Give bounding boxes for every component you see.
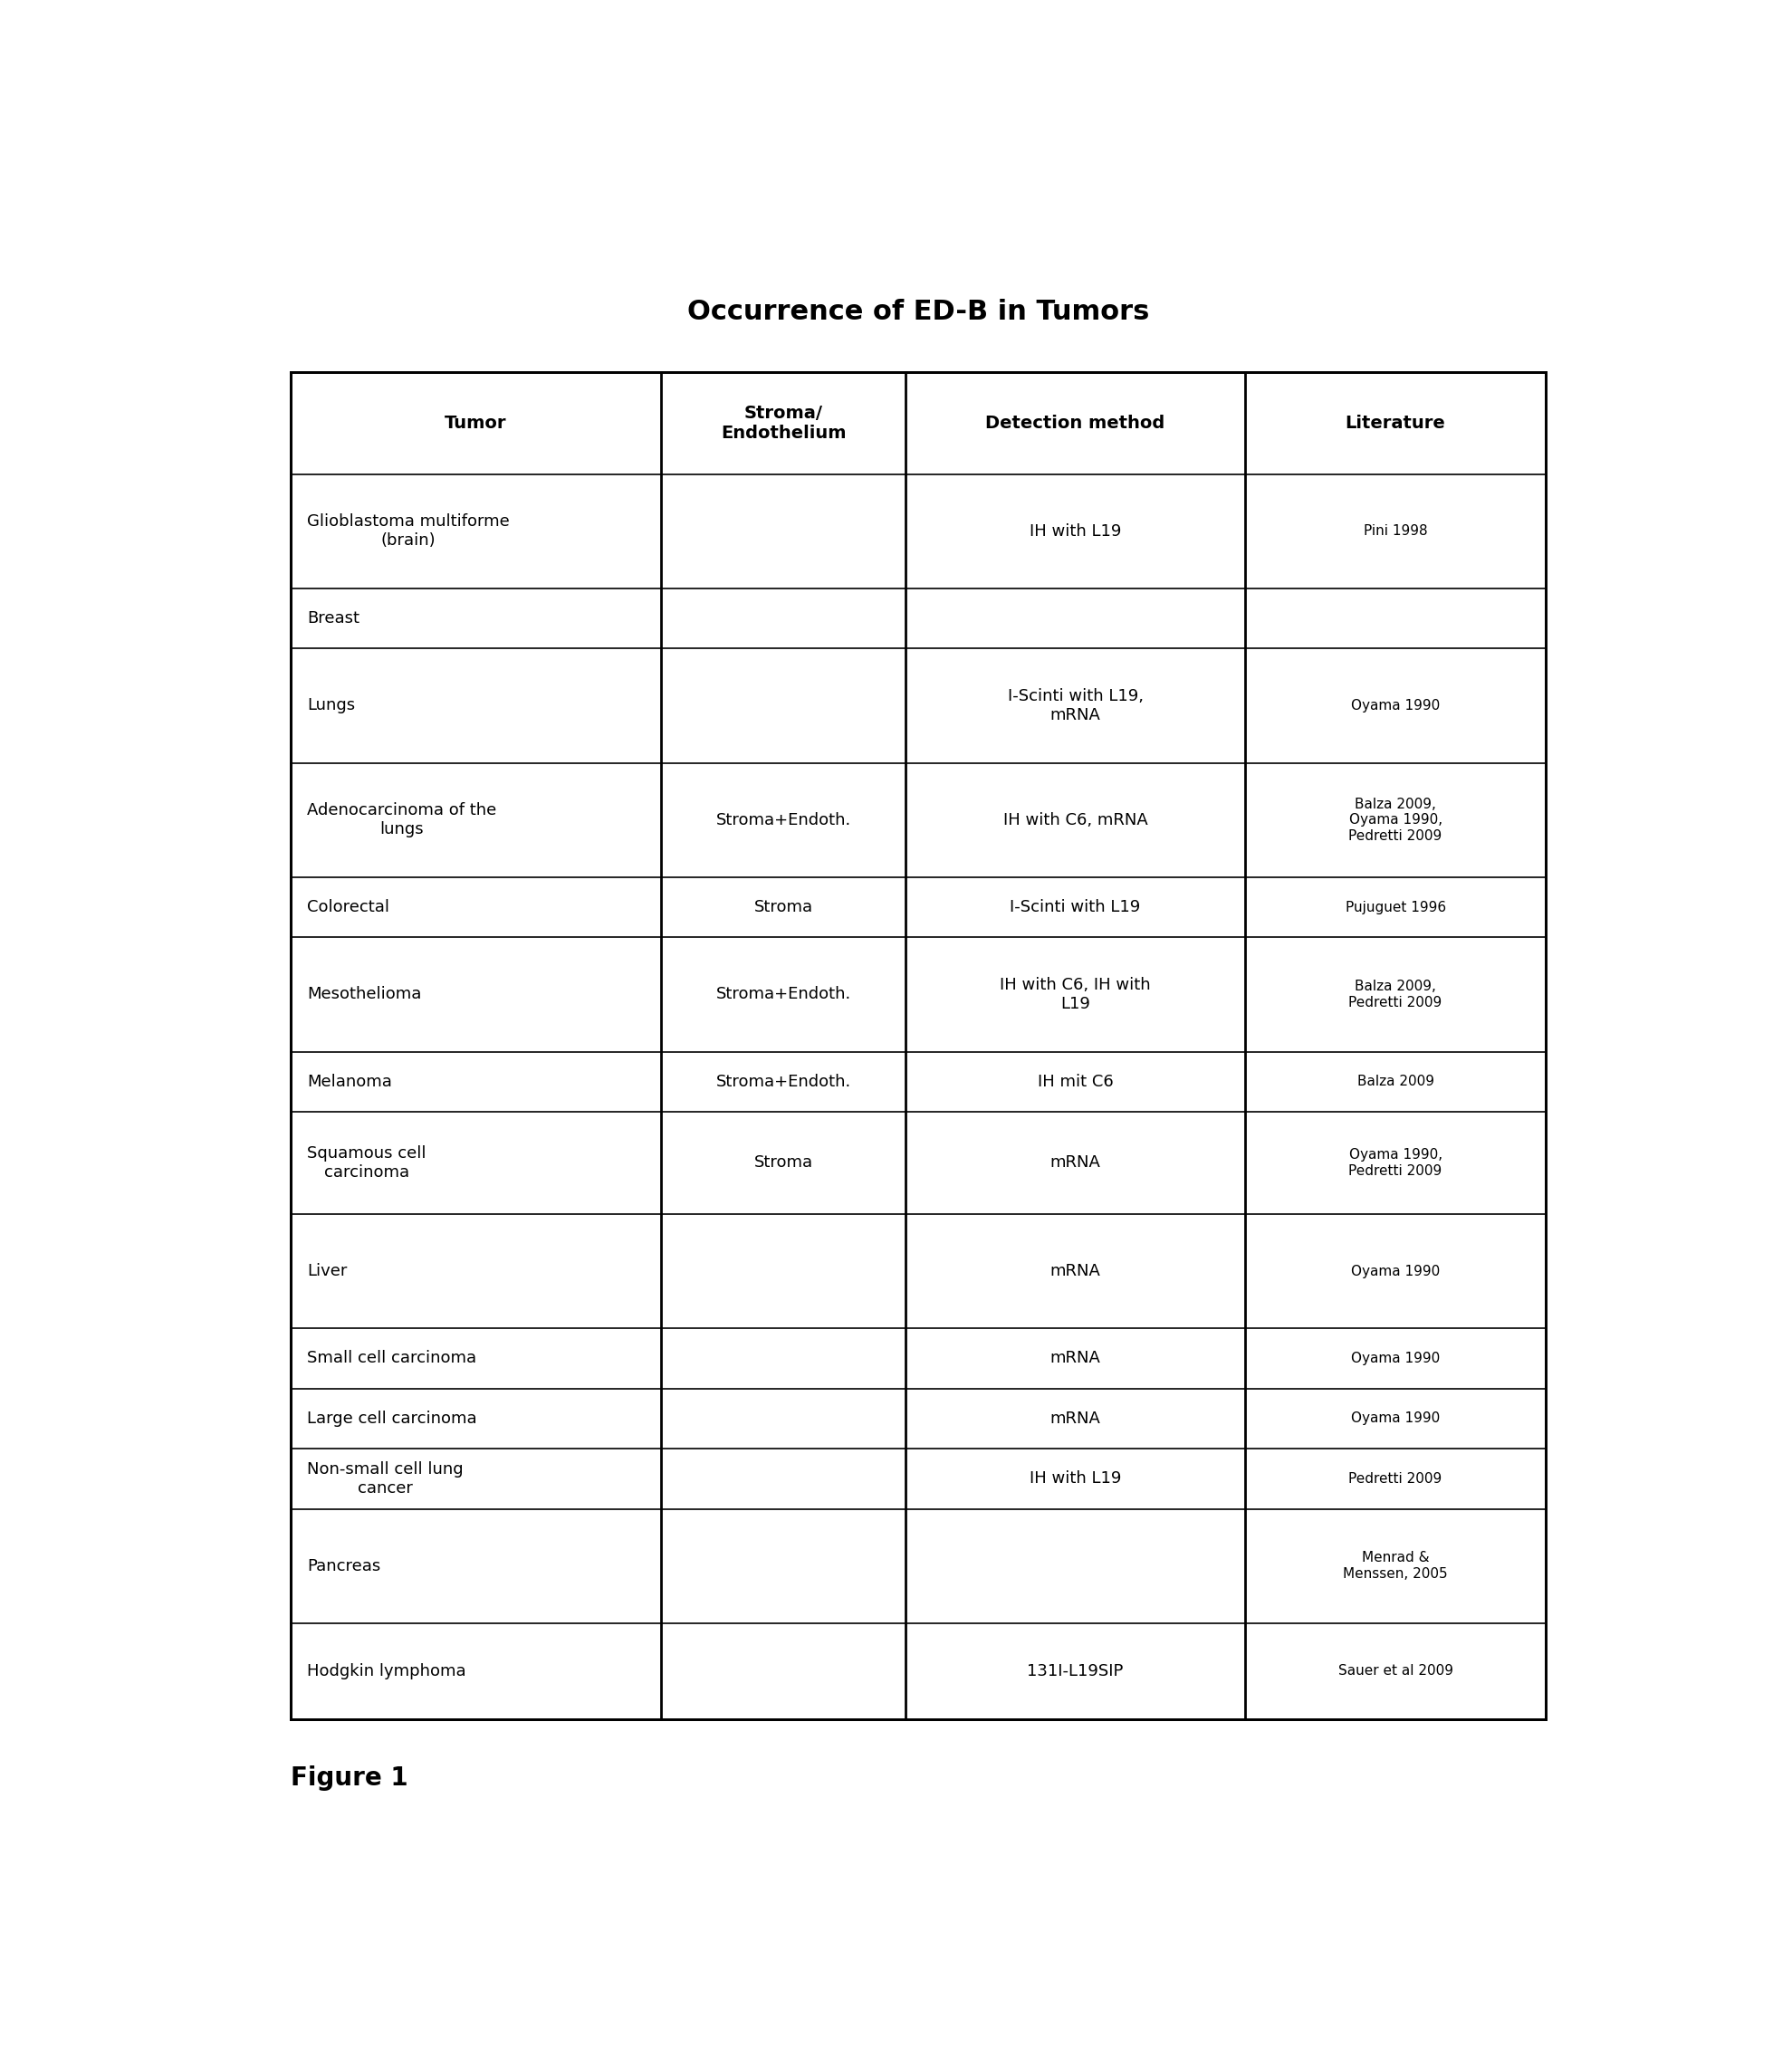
Text: Stroma+Endoth.: Stroma+Endoth. bbox=[715, 813, 851, 829]
Text: Oyama 1990: Oyama 1990 bbox=[1351, 698, 1441, 712]
Text: IH with L19: IH with L19 bbox=[1029, 524, 1122, 538]
Text: Pujuguet 1996: Pujuguet 1996 bbox=[1346, 901, 1446, 913]
Text: Literature: Literature bbox=[1346, 413, 1446, 432]
Text: Glioblastoma multiforme
(brain): Glioblastoma multiforme (brain) bbox=[308, 514, 511, 549]
Text: Oyama 1990,
Pedretti 2009: Oyama 1990, Pedretti 2009 bbox=[1349, 1148, 1443, 1177]
Text: Small cell carcinoma: Small cell carcinoma bbox=[308, 1351, 477, 1367]
Text: Stroma: Stroma bbox=[754, 1155, 814, 1171]
Text: Pedretti 2009: Pedretti 2009 bbox=[1349, 1472, 1443, 1486]
Text: Squamous cell
carcinoma: Squamous cell carcinoma bbox=[308, 1146, 426, 1181]
Text: Mesothelioma: Mesothelioma bbox=[308, 987, 421, 1003]
Text: Tumor: Tumor bbox=[444, 413, 507, 432]
Text: Balza 2009,
Pedretti 2009: Balza 2009, Pedretti 2009 bbox=[1349, 981, 1443, 1009]
Text: Oyama 1990: Oyama 1990 bbox=[1351, 1351, 1441, 1365]
Text: IH with L19: IH with L19 bbox=[1029, 1470, 1122, 1486]
Text: Sauer et al 2009: Sauer et al 2009 bbox=[1339, 1664, 1453, 1679]
Text: Large cell carcinoma: Large cell carcinoma bbox=[308, 1410, 477, 1427]
Text: 131I-L19SIP: 131I-L19SIP bbox=[1027, 1662, 1124, 1679]
Text: Non-small cell lung
cancer: Non-small cell lung cancer bbox=[308, 1462, 464, 1496]
Text: Adenocarcinoma of the
lungs: Adenocarcinoma of the lungs bbox=[308, 802, 496, 837]
Text: Lungs: Lungs bbox=[308, 698, 355, 714]
Text: Stroma/
Endothelium: Stroma/ Endothelium bbox=[720, 405, 846, 442]
Text: IH with C6, IH with
L19: IH with C6, IH with L19 bbox=[1000, 976, 1150, 1011]
Text: Liver: Liver bbox=[308, 1263, 348, 1279]
Text: Pancreas: Pancreas bbox=[308, 1558, 382, 1574]
Text: Detection method: Detection method bbox=[986, 413, 1165, 432]
Text: Balza 2009,
Oyama 1990,
Pedretti 2009: Balza 2009, Oyama 1990, Pedretti 2009 bbox=[1349, 798, 1443, 843]
Bar bbox=[290, 373, 1546, 1719]
Text: I-Scinti with L19,
mRNA: I-Scinti with L19, mRNA bbox=[1007, 688, 1143, 723]
Text: Balza 2009: Balza 2009 bbox=[1357, 1075, 1434, 1089]
Text: Stroma+Endoth.: Stroma+Endoth. bbox=[715, 1073, 851, 1089]
Text: Breast: Breast bbox=[308, 610, 360, 626]
Text: Occurrence of ED-B in Tumors: Occurrence of ED-B in Tumors bbox=[688, 299, 1149, 325]
Text: mRNA: mRNA bbox=[1050, 1155, 1100, 1171]
Text: Oyama 1990: Oyama 1990 bbox=[1351, 1265, 1441, 1277]
Text: I-Scinti with L19: I-Scinti with L19 bbox=[1011, 899, 1142, 915]
Text: Menrad &
Menssen, 2005: Menrad & Menssen, 2005 bbox=[1344, 1552, 1448, 1580]
Text: Stroma+Endoth.: Stroma+Endoth. bbox=[715, 987, 851, 1003]
Text: IH with C6, mRNA: IH with C6, mRNA bbox=[1004, 813, 1147, 829]
Text: Figure 1: Figure 1 bbox=[290, 1765, 409, 1791]
Text: mRNA: mRNA bbox=[1050, 1263, 1100, 1279]
Text: mRNA: mRNA bbox=[1050, 1410, 1100, 1427]
Text: Oyama 1990: Oyama 1990 bbox=[1351, 1412, 1441, 1425]
Text: Melanoma: Melanoma bbox=[308, 1073, 392, 1089]
Text: IH mit C6: IH mit C6 bbox=[1038, 1073, 1113, 1089]
Text: Pini 1998: Pini 1998 bbox=[1364, 524, 1428, 538]
Text: Hodgkin lymphoma: Hodgkin lymphoma bbox=[308, 1662, 466, 1679]
Text: mRNA: mRNA bbox=[1050, 1351, 1100, 1367]
Text: Stroma: Stroma bbox=[754, 899, 814, 915]
Text: Colorectal: Colorectal bbox=[308, 899, 389, 915]
